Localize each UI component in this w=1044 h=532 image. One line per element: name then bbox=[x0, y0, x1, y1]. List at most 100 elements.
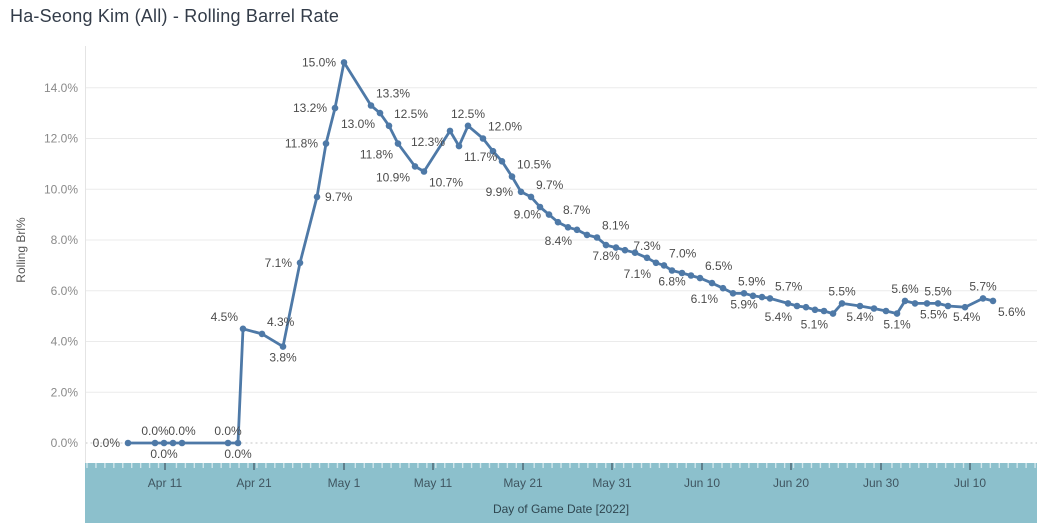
data-point[interactable] bbox=[740, 290, 748, 297]
data-point[interactable] bbox=[784, 300, 792, 307]
data-point-label: 12.5% bbox=[451, 107, 485, 121]
y-tick-label: 6.0% bbox=[51, 284, 79, 298]
data-point-label: 0.0% bbox=[168, 424, 196, 438]
data-point[interactable] bbox=[279, 343, 287, 350]
data-point-label: 7.1% bbox=[265, 256, 293, 270]
data-point[interactable] bbox=[593, 234, 601, 241]
data-point[interactable] bbox=[385, 122, 393, 130]
data-point[interactable] bbox=[479, 135, 487, 142]
data-point[interactable] bbox=[856, 302, 864, 310]
trend-line[interactable] bbox=[126, 61, 995, 445]
data-point[interactable] bbox=[489, 147, 497, 155]
data-point[interactable] bbox=[944, 302, 952, 310]
data-point[interactable] bbox=[961, 303, 969, 311]
data-point[interactable] bbox=[178, 439, 186, 447]
data-point[interactable] bbox=[631, 249, 639, 256]
data-point[interactable] bbox=[564, 224, 572, 231]
data-point[interactable] bbox=[621, 246, 629, 254]
data-point[interactable] bbox=[979, 295, 987, 302]
x-tick-label: Jun 30 bbox=[863, 476, 899, 490]
data-point[interactable] bbox=[367, 102, 375, 109]
data-point[interactable] bbox=[420, 168, 428, 175]
data-point[interactable] bbox=[340, 59, 348, 66]
data-point[interactable] bbox=[169, 439, 177, 447]
y-tick-label: 0.0% bbox=[51, 436, 79, 450]
data-point[interactable] bbox=[901, 297, 909, 305]
data-point[interactable] bbox=[882, 307, 890, 315]
data-point[interactable] bbox=[258, 330, 266, 338]
data-point[interactable] bbox=[331, 104, 339, 112]
data-point[interactable] bbox=[554, 218, 562, 226]
data-point[interactable] bbox=[411, 163, 419, 170]
data-point[interactable] bbox=[536, 203, 544, 211]
x-tick-label: May 1 bbox=[328, 476, 361, 490]
data-point[interactable] bbox=[508, 173, 516, 180]
data-point[interactable] bbox=[464, 122, 472, 130]
data-point-label: 5.5% bbox=[924, 284, 952, 298]
data-point[interactable] bbox=[696, 274, 704, 282]
data-point-label: 4.5% bbox=[211, 310, 239, 324]
data-point-label: 10.7% bbox=[429, 176, 463, 190]
data-point[interactable] bbox=[668, 267, 676, 274]
data-point-label: 0.0% bbox=[150, 447, 178, 461]
data-point[interactable] bbox=[729, 290, 737, 297]
data-point[interactable] bbox=[708, 279, 716, 287]
data-point[interactable] bbox=[151, 439, 159, 447]
data-point[interactable] bbox=[224, 439, 232, 447]
x-tick-label: Jul 10 bbox=[954, 476, 986, 490]
data-point[interactable] bbox=[758, 293, 766, 301]
data-point[interactable] bbox=[643, 254, 651, 262]
data-point[interactable] bbox=[498, 158, 506, 165]
data-point-label: 6.1% bbox=[691, 292, 719, 306]
data-point-label: 13.0% bbox=[341, 117, 375, 131]
data-point[interactable] bbox=[678, 269, 686, 277]
data-point[interactable] bbox=[811, 306, 819, 314]
data-point[interactable] bbox=[749, 292, 757, 300]
data-point[interactable] bbox=[719, 284, 727, 292]
data-point[interactable] bbox=[239, 325, 247, 333]
x-tick-label: Apr 11 bbox=[148, 476, 183, 490]
data-point[interactable] bbox=[829, 310, 837, 317]
data-point[interactable] bbox=[296, 259, 304, 267]
data-point[interactable] bbox=[870, 305, 878, 312]
data-point[interactable] bbox=[602, 241, 610, 249]
data-point[interactable] bbox=[766, 295, 774, 302]
data-point[interactable] bbox=[527, 193, 535, 201]
data-point[interactable] bbox=[573, 226, 581, 234]
x-axis-band bbox=[85, 463, 1037, 523]
data-point-label: 0.0% bbox=[214, 424, 242, 438]
data-point[interactable] bbox=[893, 310, 901, 317]
data-point[interactable] bbox=[545, 211, 553, 218]
data-point[interactable] bbox=[989, 297, 997, 305]
data-point[interactable] bbox=[652, 259, 660, 267]
data-point[interactable] bbox=[793, 302, 801, 310]
data-point-label: 5.7% bbox=[775, 279, 803, 293]
data-point[interactable] bbox=[838, 300, 846, 307]
data-point[interactable] bbox=[376, 109, 384, 117]
y-tick-label: 10.0% bbox=[44, 182, 78, 196]
data-point[interactable] bbox=[394, 140, 402, 147]
data-point[interactable] bbox=[820, 307, 828, 315]
data-point[interactable] bbox=[923, 300, 931, 307]
data-point-label: 11.7% bbox=[464, 150, 497, 164]
data-point[interactable] bbox=[802, 303, 810, 311]
data-point[interactable] bbox=[660, 262, 668, 269]
data-point[interactable] bbox=[124, 439, 132, 447]
data-point[interactable] bbox=[934, 300, 942, 307]
data-point[interactable] bbox=[517, 188, 525, 196]
data-point[interactable] bbox=[455, 142, 463, 150]
data-point[interactable] bbox=[234, 439, 242, 447]
data-point[interactable] bbox=[160, 439, 168, 447]
data-point[interactable] bbox=[911, 300, 919, 307]
data-point[interactable] bbox=[612, 244, 620, 251]
data-point[interactable] bbox=[687, 272, 695, 279]
y-tick-label: 8.0% bbox=[51, 233, 79, 247]
data-point-label: 11.8% bbox=[285, 137, 318, 151]
data-point-label: 5.6% bbox=[998, 305, 1026, 319]
data-point[interactable] bbox=[446, 127, 454, 135]
data-point[interactable] bbox=[583, 231, 591, 239]
data-point[interactable] bbox=[313, 193, 321, 201]
data-point[interactable] bbox=[322, 140, 330, 147]
data-point-label: 9.7% bbox=[536, 178, 564, 192]
